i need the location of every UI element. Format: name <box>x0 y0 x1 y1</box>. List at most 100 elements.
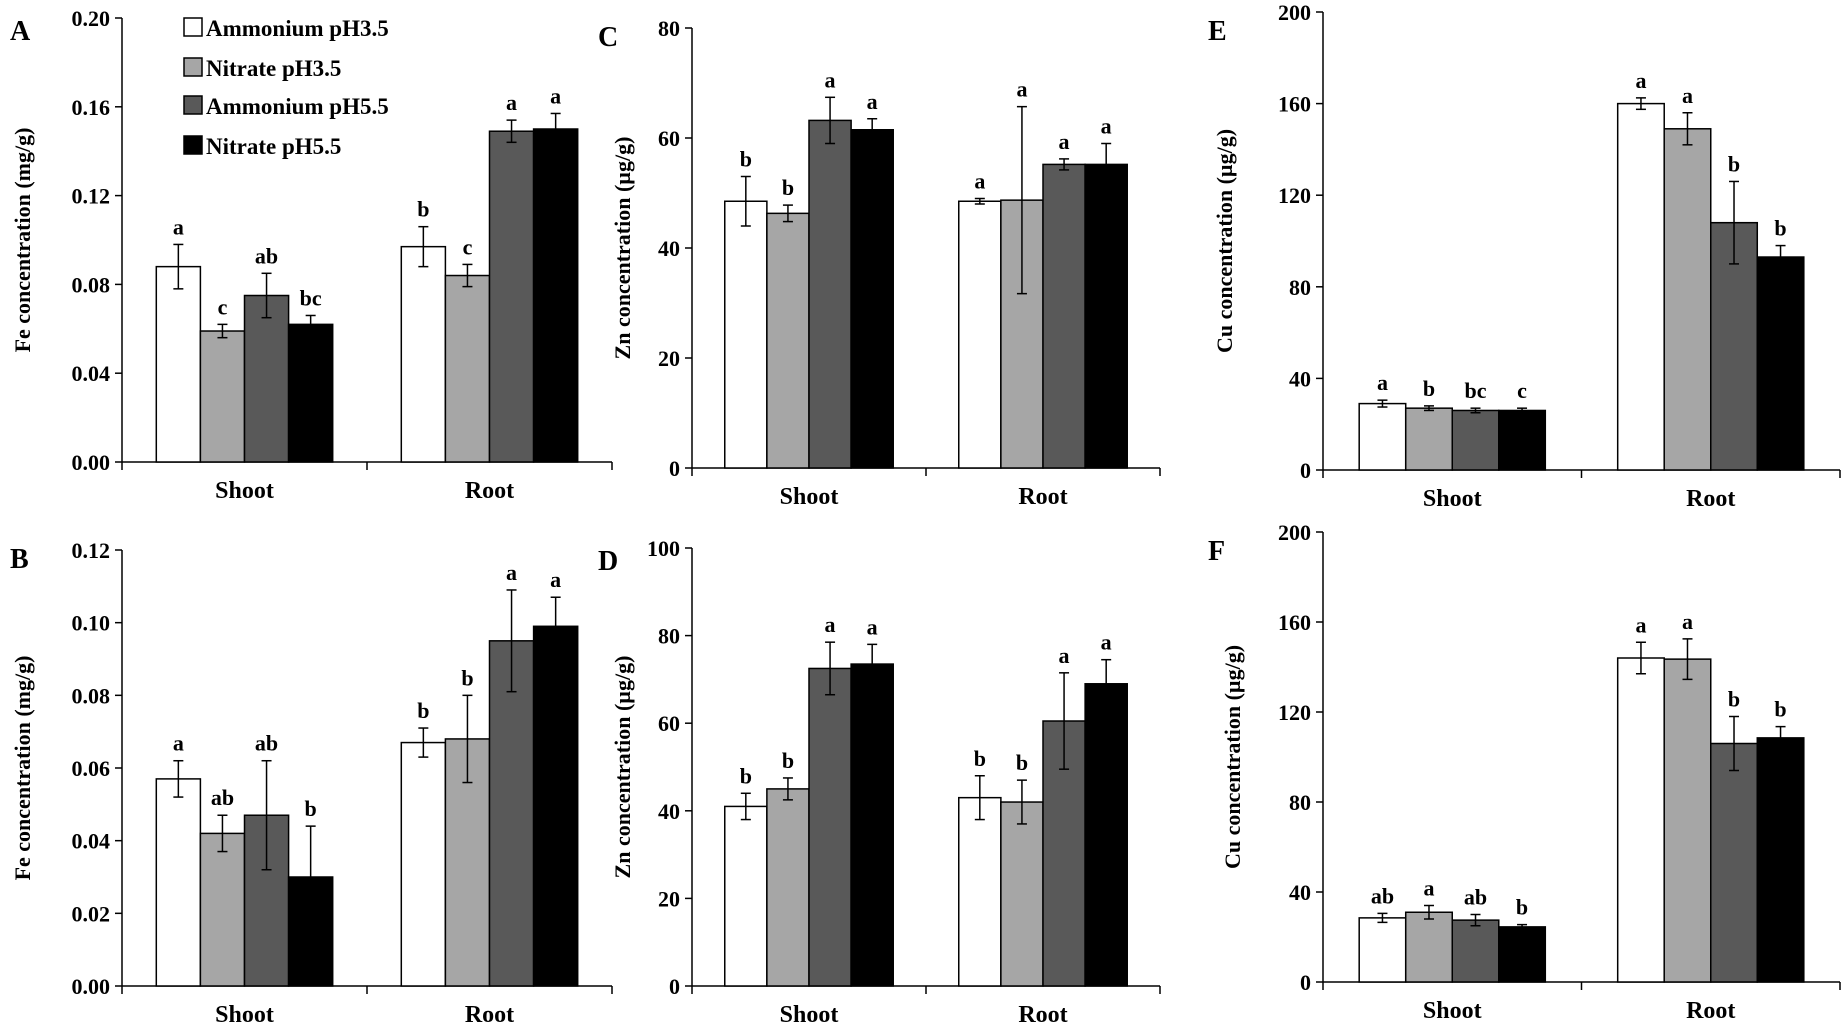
y-tick-label: 0.12 <box>72 538 111 563</box>
bar-shoot-nitrate-ph5-5 <box>850 129 894 469</box>
bar-root-nitrate-ph5-5 <box>532 128 579 463</box>
bar-shoot-nitrate-ph3-5 <box>199 832 246 987</box>
y-axis-label: Fe concentration (mg/g) <box>10 656 35 881</box>
x-tick-label-root: Root <box>465 478 514 504</box>
bar-root-ammonium-ph3-5 <box>1616 657 1665 983</box>
significance-letter: b <box>740 147 752 172</box>
bar-root-nitrate-ph5-5 <box>1084 163 1128 469</box>
panel-label: D <box>598 546 618 577</box>
bar-root-nitrate-ph5-5 <box>1756 256 1805 471</box>
significance-letter: a <box>506 560 517 585</box>
significance-letter: a <box>867 89 878 114</box>
significance-letter: a <box>506 90 517 115</box>
significance-letter: c <box>1517 378 1527 403</box>
significance-letter: b <box>1016 750 1028 775</box>
significance-letter: b <box>417 698 429 723</box>
significance-letter: a <box>173 731 184 756</box>
x-tick-label-shoot: Shoot <box>215 1002 274 1025</box>
significance-letter: a <box>550 567 561 592</box>
y-tick-label: 0.10 <box>72 611 111 636</box>
y-tick-label: 160 <box>1278 610 1311 635</box>
y-tick-label: 0 <box>1300 970 1311 995</box>
significance-letter: b <box>1774 697 1786 722</box>
bar-shoot-ammonium-ph3-5 <box>1358 917 1407 983</box>
x-tick-label-root: Root <box>465 1002 514 1025</box>
bar-root-nitrate-ph3-5 <box>444 274 491 463</box>
bar-shoot-ammonium-ph3-5 <box>1358 402 1407 471</box>
y-axis-label: Cu concentration (µg/g) <box>1212 129 1237 353</box>
bar-shoot-ammonium-ph5-5 <box>808 667 852 987</box>
bar-shoot-nitrate-ph5-5 <box>287 323 334 463</box>
y-tick-label: 40 <box>1289 880 1311 905</box>
y-tick-label: 0 <box>669 456 680 481</box>
significance-letter: a <box>1059 129 1070 154</box>
y-tick-label: 0.06 <box>72 756 111 781</box>
legend-swatch-ammonium-ph3-5 <box>183 17 203 37</box>
legend-label-nitrate-ph3-5: Nitrate pH3.5 <box>206 56 341 81</box>
panel-c: 0 20 40 60 80 Shoot b b a a Root a a a a Zn concentrati… <box>598 16 1161 510</box>
legend: Ammonium pH3.5 Nitrate pH3.5 Ammonium pH… <box>183 16 389 159</box>
bar-root-nitrate-ph3-5 <box>1000 801 1044 987</box>
significance-letter: a <box>974 169 985 194</box>
y-tick-label: 20 <box>658 346 680 371</box>
bar-root-ammonium-ph5-5 <box>1042 163 1086 469</box>
y-tick-label: 60 <box>658 126 680 151</box>
x-tick-label-shoot: Shoot <box>780 484 839 510</box>
bar-shoot-nitrate-ph5-5 <box>1498 409 1547 471</box>
significance-letter: b <box>782 748 794 773</box>
panel-b: 0.000.020.040.060.080.100.12ShootaababbR… <box>10 538 613 1025</box>
y-tick-label: 80 <box>1289 790 1311 815</box>
bar-shoot-nitrate-ph5-5 <box>1498 926 1547 983</box>
y-tick-label: 0.12 <box>72 184 111 209</box>
legend-swatch-nitrate-ph3-5 <box>183 57 203 77</box>
y-tick-label: 200 <box>1278 520 1311 545</box>
y-tick-label: 40 <box>658 236 680 261</box>
y-axis-label: Cu concentration (µg/g) <box>1220 645 1245 869</box>
y-axis-label: Fe concentration (mg/g) <box>10 128 35 353</box>
significance-letter: ab <box>255 731 278 756</box>
bar-shoot-ammonium-ph5-5 <box>1451 409 1500 471</box>
legend-label-ammonium-ph3-5: Ammonium pH3.5 <box>206 16 389 41</box>
bar-shoot-nitrate-ph3-5 <box>1404 407 1453 471</box>
y-tick-label: 0 <box>669 974 680 999</box>
legend-label-ammonium-ph5-5: Ammonium pH5.5 <box>206 94 389 119</box>
significance-letter: a <box>1635 612 1646 637</box>
y-tick-label: 40 <box>1289 366 1311 391</box>
significance-letter: b <box>974 746 986 771</box>
bar-root-ammonium-ph3-5 <box>958 200 1002 469</box>
bar-root-nitrate-ph5-5 <box>1084 683 1128 987</box>
y-tick-label: 0.04 <box>72 361 111 386</box>
bar-root-ammonium-ph3-5 <box>400 245 447 463</box>
bar-root-ammonium-ph5-5 <box>488 640 535 987</box>
x-tick-label-shoot: Shoot <box>1423 486 1482 512</box>
y-tick-label: 120 <box>1278 183 1311 208</box>
x-tick-label-root: Root <box>1686 998 1735 1024</box>
significance-letter: bc <box>1465 378 1487 403</box>
significance-letter: a <box>1377 370 1388 395</box>
legend-label-nitrate-ph5-5: Nitrate pH5.5 <box>206 134 341 159</box>
x-tick-label-shoot: Shoot <box>215 478 274 504</box>
y-tick-label: 160 <box>1278 92 1311 117</box>
significance-letter: a <box>1016 77 1027 102</box>
significance-letter: b <box>782 175 794 200</box>
bar-root-nitrate-ph3-5 <box>1663 658 1712 983</box>
legend-swatch-nitrate-ph5-5 <box>183 135 203 155</box>
y-tick-label: 0.16 <box>72 95 111 120</box>
x-tick-label-root: Root <box>1686 486 1735 512</box>
legend-swatch-ammonium-ph5-5 <box>183 95 203 115</box>
panel-label: C <box>598 22 618 53</box>
y-tick-label: 0.20 <box>72 6 111 31</box>
significance-letter: a <box>1423 876 1434 901</box>
significance-letter: a <box>1682 83 1693 108</box>
y-axis-label: Zn concentration (µg/g) <box>610 656 635 879</box>
bar-root-nitrate-ph3-5 <box>1663 128 1712 471</box>
y-tick-label: 20 <box>658 886 680 911</box>
y-tick-label: 80 <box>658 16 680 41</box>
panel-d: 0 20 40 60 80 100 Shoot b b a a Root b b a a Zn concentr… <box>598 536 1161 1025</box>
x-tick-label-shoot: Shoot <box>780 1002 839 1025</box>
significance-letter: b <box>1774 216 1786 241</box>
y-tick-label: 40 <box>658 799 680 824</box>
y-tick-label: 0.00 <box>72 974 111 999</box>
bar-root-ammonium-ph3-5 <box>400 741 447 987</box>
